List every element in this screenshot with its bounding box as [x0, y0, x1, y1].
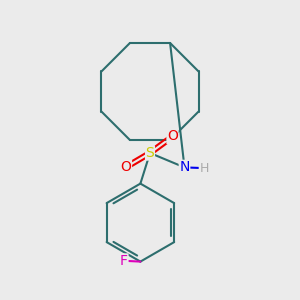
Text: H: H — [199, 162, 209, 176]
Text: O: O — [167, 130, 178, 143]
Text: F: F — [120, 254, 128, 268]
Text: S: S — [146, 146, 154, 160]
Text: O: O — [121, 160, 131, 174]
Text: N: N — [179, 160, 190, 174]
